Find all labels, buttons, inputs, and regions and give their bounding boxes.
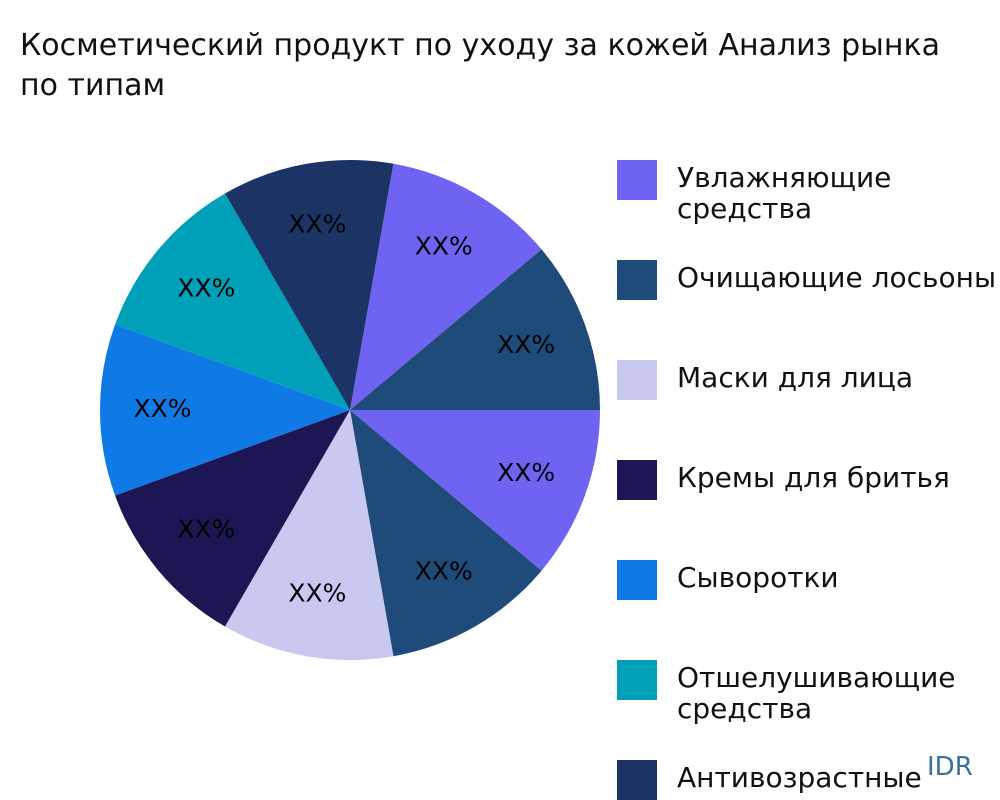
pie-slice — [225, 160, 394, 410]
legend-label: Очищающие лосьоны — [677, 261, 997, 294]
pie-slice — [115, 410, 350, 627]
pie-slice — [350, 410, 542, 657]
slice-label: XX% — [415, 556, 473, 585]
legend-label: Увлажняющие средства — [677, 161, 892, 225]
legend-label: Антивозрастные кремы — [677, 761, 922, 800]
slice-label: XX% — [415, 232, 473, 261]
legend-label: Отшелушивающие средства — [677, 661, 956, 725]
slice-label: XX% — [177, 273, 235, 302]
slice-label: XX% — [497, 330, 555, 359]
pie-slice — [225, 410, 394, 660]
pie-slice — [350, 249, 600, 410]
legend-label: Кремы для бритья — [677, 461, 950, 494]
pie-slice — [99, 324, 350, 496]
legend-label: Маски для лица — [677, 361, 914, 394]
slice-label: XX% — [288, 579, 346, 608]
slice-label: XX% — [177, 515, 235, 544]
chart-title: по типам — [20, 68, 166, 103]
pie-slice — [115, 193, 350, 410]
slice-label: XX% — [133, 394, 191, 423]
slice-label: XX% — [288, 209, 346, 238]
slice-label: XX% — [497, 458, 555, 487]
legend-swatch — [617, 260, 657, 300]
legend-swatch — [617, 460, 657, 500]
legend-swatch — [617, 560, 657, 600]
legend-swatch — [617, 760, 657, 800]
watermark: IDR — [927, 752, 973, 782]
legend-swatch — [617, 160, 657, 200]
legend-swatch — [617, 360, 657, 400]
chart-title: Косметический продукт по уходу за кожей … — [20, 28, 940, 63]
pie-slice — [350, 410, 600, 571]
legend-label: Сыворотки — [677, 561, 839, 594]
legend-swatch — [617, 660, 657, 700]
pie-slice — [350, 163, 542, 410]
chart: XX% XX% XX% XX% XX% XX% XX% XX% XX% — [99, 160, 600, 660]
